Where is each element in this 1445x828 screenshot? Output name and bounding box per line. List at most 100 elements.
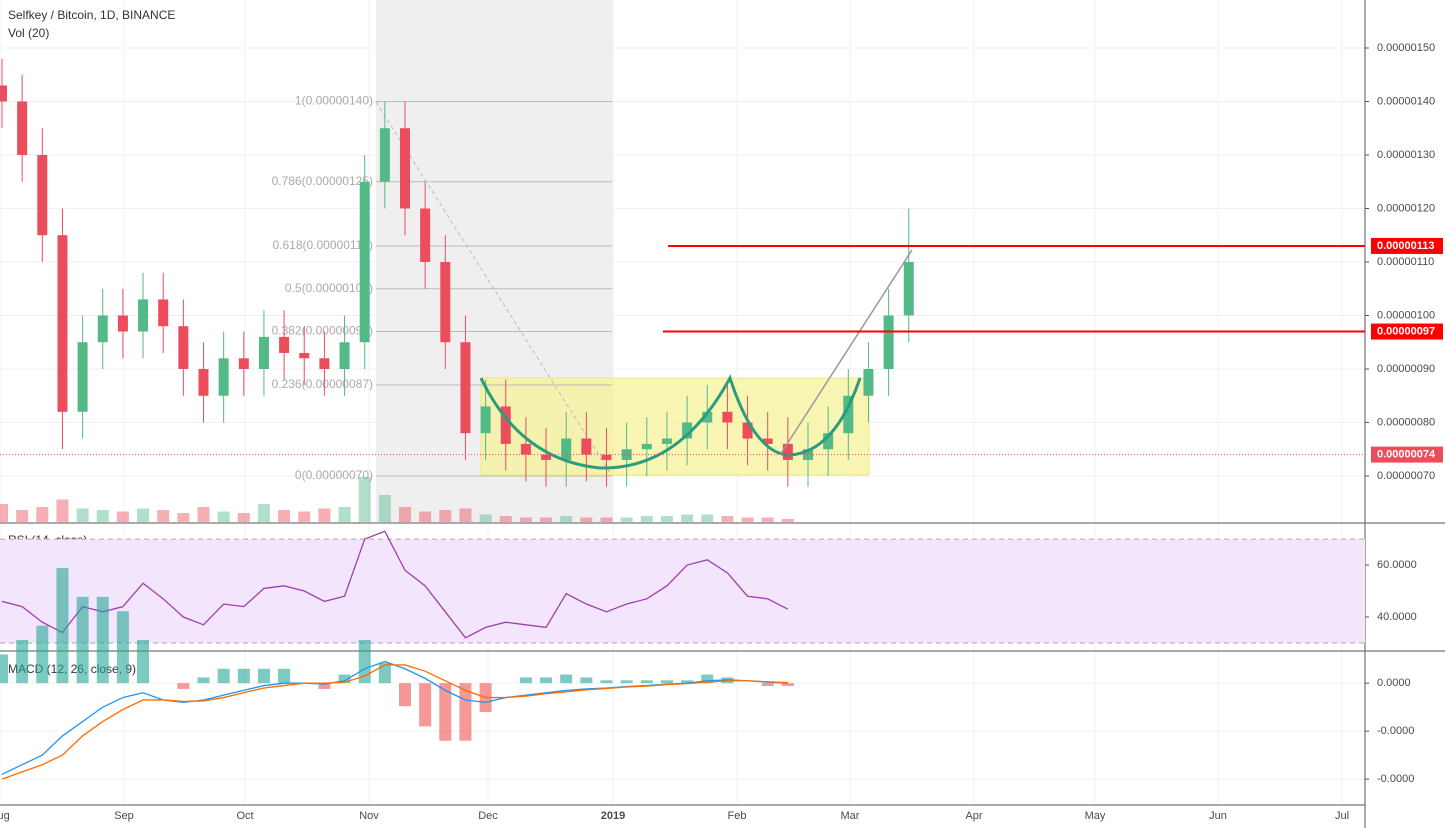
candle-body — [500, 406, 511, 444]
volume-bar — [600, 517, 613, 522]
volume-bar — [56, 499, 69, 522]
y-tick-label: 0.00000150 — [1377, 42, 1435, 54]
volume-bar — [378, 495, 391, 522]
fib-trend-line — [375, 101, 613, 477]
histogram-bar — [116, 611, 129, 684]
candle-body — [57, 235, 68, 412]
fib-label: 1(0.00000140) — [295, 94, 373, 108]
histogram-bar — [338, 674, 351, 684]
volume-bar — [237, 513, 250, 522]
price-label-box — [1371, 323, 1443, 340]
x-tick-label: May — [1085, 810, 1106, 822]
y-tick-label: 0.00000090 — [1377, 363, 1435, 375]
histogram-bar — [761, 683, 774, 687]
candle-body — [138, 299, 149, 332]
y-tick-label: 0.00000080 — [1377, 416, 1435, 428]
x-tick-label: Feb — [728, 810, 747, 822]
volume-bar — [761, 517, 774, 522]
volume-bar — [177, 513, 190, 522]
candle-body — [541, 454, 552, 460]
x-tick-label: Aug — [0, 810, 10, 822]
candle-body — [903, 261, 914, 316]
candle-body — [97, 315, 108, 343]
candle-body — [460, 342, 471, 434]
candle-body — [37, 154, 48, 236]
histogram-bar — [56, 568, 69, 684]
trend-line — [779, 249, 913, 456]
candle-body — [762, 438, 773, 444]
histogram-bar — [701, 674, 714, 684]
volume-bar — [721, 516, 734, 522]
range-box — [480, 377, 870, 476]
volume-bar — [116, 511, 129, 522]
volume-bar — [157, 510, 170, 522]
candle-body — [682, 422, 693, 439]
x-tick-label: Jul — [1335, 810, 1349, 822]
candle-body — [581, 438, 592, 455]
histogram-bar — [358, 640, 371, 684]
candle-body — [218, 358, 229, 396]
volume-bar — [257, 504, 270, 522]
y-tick-label: 0.00000100 — [1377, 309, 1435, 321]
candle-body — [319, 358, 330, 369]
volume-bar — [741, 517, 754, 522]
histogram-bar — [660, 680, 673, 684]
histogram-bar — [378, 663, 391, 684]
x-tick-label: Nov — [359, 810, 379, 822]
histogram-bar — [419, 683, 432, 727]
volume-bar — [640, 516, 653, 522]
y-tick-label: 40.0000 — [1377, 611, 1417, 623]
candle-body — [400, 128, 410, 209]
volume-bar — [560, 516, 573, 522]
price-label: 0.00000097 — [1377, 325, 1435, 337]
candle-body — [379, 128, 390, 182]
volume-bar — [338, 507, 351, 522]
candle-body — [198, 368, 209, 396]
histogram-bar — [640, 680, 653, 684]
histogram-bar — [439, 683, 452, 741]
volume-label: Vol (20) — [8, 26, 49, 40]
histogram-bar — [519, 677, 532, 684]
volume-bar — [298, 511, 311, 522]
candle-body — [641, 443, 652, 450]
candle-body — [601, 454, 612, 460]
price-label-box — [1371, 237, 1443, 254]
volume-bar — [318, 508, 331, 522]
volume-bar — [660, 516, 673, 522]
volume-bar — [16, 510, 29, 522]
y-tick-label: 0.00000120 — [1377, 202, 1435, 214]
rsi-band — [0, 539, 1365, 643]
volume-bar — [479, 514, 492, 522]
candle-body — [742, 422, 753, 439]
candle-body — [178, 326, 189, 369]
candle-body — [279, 336, 290, 353]
volume-bar — [439, 510, 452, 522]
candle-body — [883, 315, 894, 369]
candle-body — [863, 368, 874, 396]
candle-body — [420, 208, 431, 262]
histogram-bar — [620, 680, 633, 684]
candle-body — [158, 299, 169, 327]
y-tick-label: 0.00000140 — [1377, 95, 1435, 107]
candle-body — [238, 358, 249, 369]
price-label-box — [1371, 446, 1443, 463]
volume-bar — [399, 507, 411, 522]
candle-body — [440, 261, 451, 343]
histogram-bar — [0, 654, 8, 684]
candle-body — [258, 336, 269, 369]
fib-label: 0.786(0.00000125) — [272, 174, 373, 188]
volume-bar — [76, 508, 89, 522]
fib-label: 0.236(0.00000087) — [272, 377, 373, 391]
histogram-bar — [399, 683, 411, 707]
y-tick-label: 0.00000070 — [1377, 470, 1435, 482]
candle-body — [339, 342, 350, 369]
last-price-label: 0.00000074 — [1377, 448, 1436, 460]
candle-body — [823, 433, 834, 450]
fib-label: 0.618(0.00000113) — [272, 238, 373, 252]
volume-bar — [137, 508, 150, 522]
histogram-bar — [459, 683, 472, 741]
x-tick-label: Mar — [841, 810, 860, 822]
histogram-bar — [580, 677, 593, 684]
y-tick-label: 0.00000110 — [1377, 256, 1434, 268]
